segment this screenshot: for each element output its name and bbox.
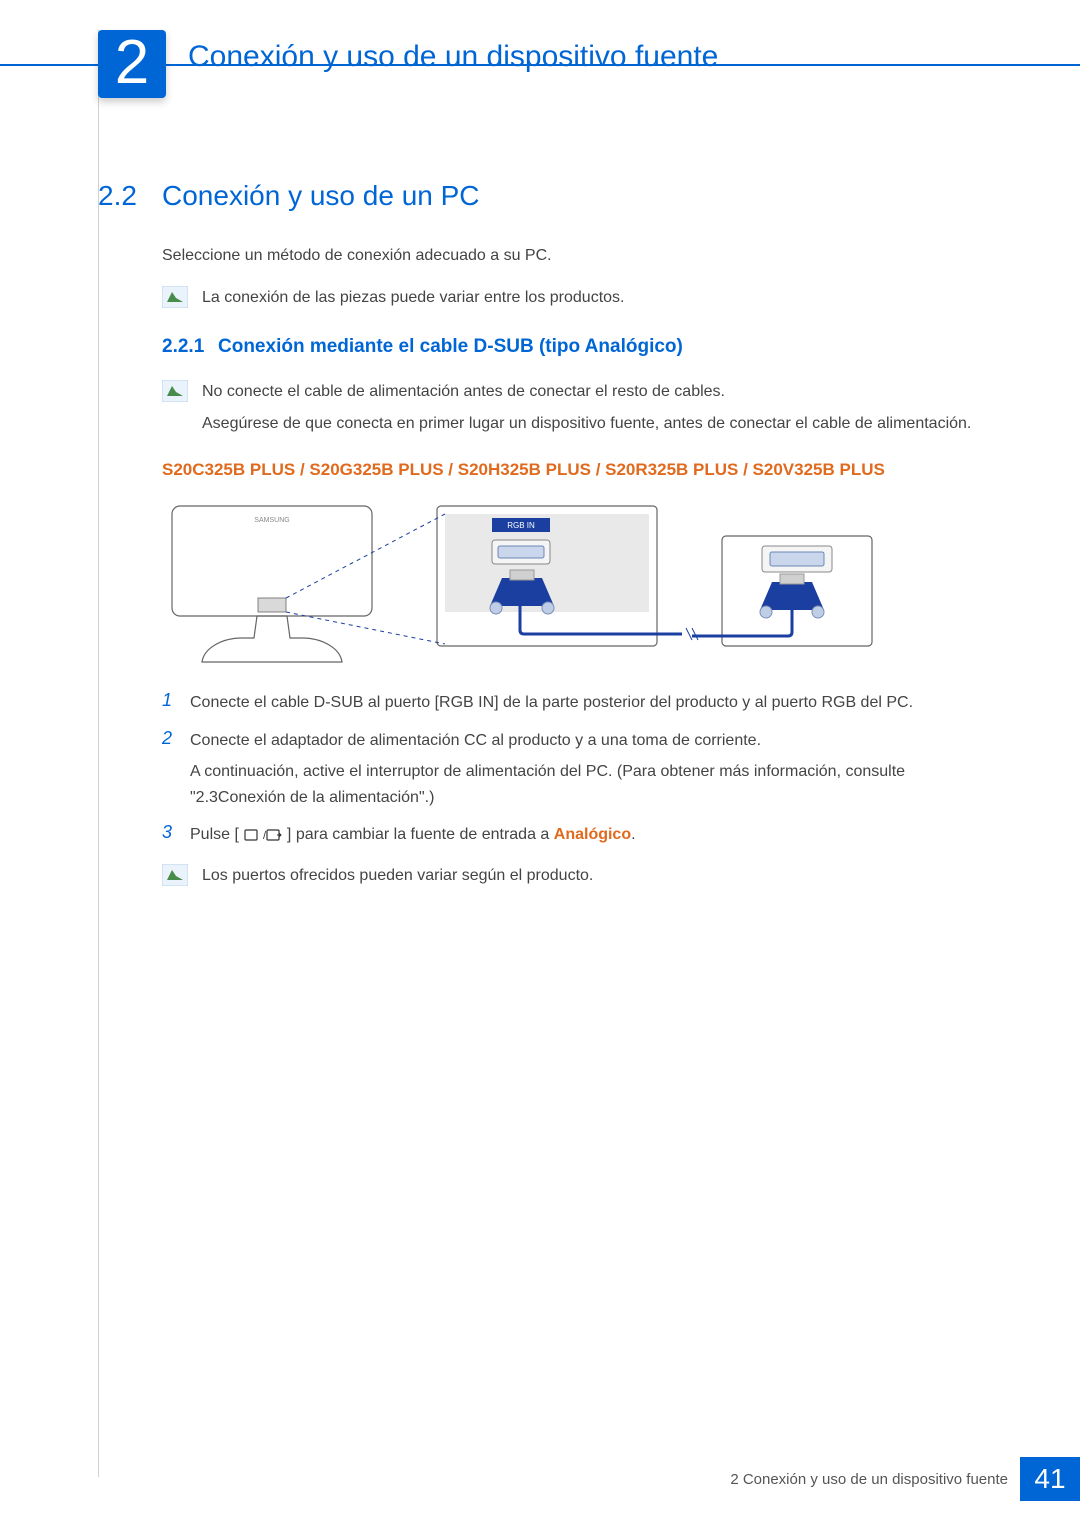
page: 2 Conexión y uso de un dispositivo fuent… — [0, 0, 1080, 1527]
step-text: Pulse [ / ] para cambiar la fuente de en… — [190, 822, 636, 848]
step-text-block: Conecte el adaptador de alimentación CC … — [190, 728, 1000, 811]
warning-text-group: No conecte el cable de alimentación ante… — [202, 380, 971, 436]
subsection-number: 2.2.1 — [162, 336, 218, 358]
step-extra: A continuación, active el interruptor de… — [190, 759, 1000, 810]
warning-line2: Asegúrese de que conecta en primer lugar… — [202, 412, 971, 436]
step-number: 2 — [162, 728, 190, 749]
connection-figure: SAMSUNG RGB IN — [162, 498, 882, 668]
note-icon — [162, 380, 188, 402]
subsection-heading: 2.2.1Conexión mediante el cable D-SUB (t… — [162, 336, 1000, 358]
note-row: Los puertos ofrecidos pueden variar segú… — [162, 864, 1000, 888]
section-title: Conexión y uso de un PC — [162, 180, 480, 211]
note-text: La conexión de las piezas puede variar e… — [202, 286, 624, 310]
step-row: 1 Conecte el cable D-SUB al puerto [RGB … — [162, 690, 1000, 716]
step-end: . — [631, 826, 635, 843]
subsection-title: Conexión mediante el cable D-SUB (tipo A… — [218, 336, 683, 357]
section-number: 2.2 — [98, 180, 162, 212]
note-icon — [162, 286, 188, 308]
port-label: RGB IN — [507, 521, 535, 530]
warning-line1: No conecte el cable de alimentación ante… — [202, 380, 971, 404]
svg-text:/: / — [263, 830, 267, 842]
footer-text: 2 Conexión y uso de un dispositivo fuent… — [730, 1471, 1008, 1488]
step-row: 2 Conecte el adaptador de alimentación C… — [162, 728, 1000, 811]
step-number: 1 — [162, 690, 190, 711]
intro-text: Seleccione un método de conexión adecuad… — [162, 244, 1000, 268]
step-suffix: ] para cambiar la fuente de entrada a — [287, 826, 554, 843]
step-text: Conecte el adaptador de alimentación CC … — [190, 728, 1000, 754]
step-row: 3 Pulse [ / ] para cambiar la fuente de … — [162, 822, 1000, 848]
step-text: Conecte el cable D-SUB al puerto [RGB IN… — [190, 690, 913, 716]
warning-row: No conecte el cable de alimentación ante… — [162, 380, 1000, 436]
chapter-title: Conexión y uso de un dispositivo fuente — [188, 40, 718, 74]
page-number: 41 — [1020, 1457, 1080, 1501]
step-prefix: Pulse [ — [190, 826, 239, 843]
note-row: La conexión de las piezas puede variar e… — [162, 286, 1000, 310]
chapter-number-badge: 2 — [98, 30, 166, 98]
step-number: 3 — [162, 822, 190, 843]
note-text: Los puertos ofrecidos pueden variar segú… — [202, 864, 593, 888]
content-area: 2.2Conexión y uso de un PC Seleccione un… — [98, 180, 1000, 908]
note-icon — [162, 864, 188, 886]
section-heading: 2.2Conexión y uso de un PC — [98, 180, 1000, 212]
source-button-icon: / — [243, 828, 283, 842]
step-target: Analógico — [554, 826, 631, 843]
monitor-brand-label: SAMSUNG — [254, 517, 289, 524]
page-footer: 2 Conexión y uso de un dispositivo fuent… — [730, 1457, 1080, 1501]
chapter-header: 2 Conexión y uso de un dispositivo fuent… — [0, 30, 1080, 100]
models-heading: S20C325B PLUS / S20G325B PLUS / S20H325B… — [162, 460, 1000, 480]
